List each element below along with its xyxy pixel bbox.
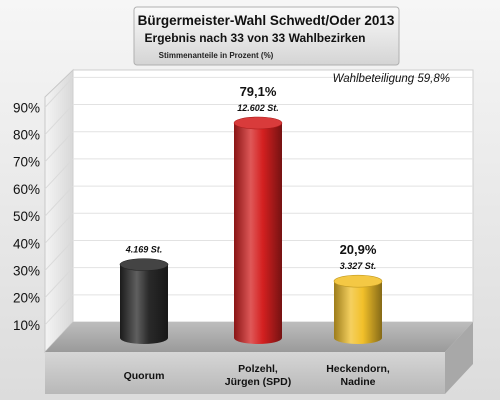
bar-top (333, 274, 383, 288)
y-axis-ticks: 10% 20% 30% 40% 50% 60% 70% 80% 90% (13, 100, 40, 332)
gridline-diagonal (44, 267, 74, 298)
gridline-diagonal (44, 131, 74, 163)
title-box: Bürgermeister-Wahl Schwedt/Oder 2013 Erg… (133, 6, 400, 66)
x-axis-labels: Quorum Polzehl, Jürgen (SPD) Heckendorn, Nad… (124, 363, 390, 388)
gridline-diagonal (44, 77, 74, 108)
turnout-annotation: Wahlbeteiligung 59,8% (333, 73, 450, 85)
gridline-diagonal (44, 104, 74, 135)
value-label: 79,1% (240, 84, 277, 99)
y-tick-label: 20% (13, 291, 40, 306)
y-axis-label: Stimmenanteile in Prozent (%) (159, 51, 274, 60)
chart-subtitle: Ergebnis nach 33 von 33 Wahlbezirken (145, 31, 366, 45)
x-tick-line: Quorum (124, 370, 165, 382)
bar (120, 264, 168, 344)
bar-labels: 4.169 St. 12.602 St. 79,1% 3.327 St. 20,9% (125, 84, 377, 271)
bar (334, 281, 382, 344)
gridline-diagonal (44, 294, 74, 326)
y-tick-label: 30% (13, 263, 40, 278)
vote-count-label: 12.602 St. (237, 103, 279, 113)
y-tick-label: 10% (13, 318, 40, 333)
vote-count-label: 3.327 St. (340, 261, 377, 271)
bars (119, 116, 383, 345)
bar (234, 123, 282, 345)
x-tick-label: Polzehl, Jürgen (SPD) (225, 363, 292, 388)
x-tick-line: Heckendorn, (326, 363, 390, 375)
y-tick-label: 80% (13, 128, 40, 143)
y-tick-label: 90% (13, 100, 40, 115)
gridline-diagonal (44, 158, 74, 190)
gridline-diagonal (44, 240, 74, 271)
chart-title: Bürgermeister-Wahl Schwedt/Oder 2013 (138, 13, 395, 28)
gridline-diagonal (44, 185, 74, 217)
y-tick-label: 50% (13, 209, 40, 224)
x-tick-line: Jürgen (SPD) (225, 376, 292, 388)
y-tick-label: 40% (13, 236, 40, 251)
floor-front (45, 352, 445, 394)
x-tick-line: Nadine (340, 376, 375, 388)
y-tick-label: 70% (13, 155, 40, 170)
gridline-diagonal (44, 212, 74, 244)
bar-top (233, 116, 283, 130)
vote-count-label: 4.169 St. (125, 245, 163, 255)
bar-top (119, 258, 169, 271)
x-tick-label: Heckendorn, Nadine (326, 363, 390, 388)
y-tick-label: 60% (13, 182, 40, 197)
x-tick-line: Polzehl, (238, 363, 278, 375)
value-label: 20,9% (340, 242, 377, 257)
x-tick-label: Quorum (124, 370, 165, 382)
floor-side (445, 322, 473, 394)
